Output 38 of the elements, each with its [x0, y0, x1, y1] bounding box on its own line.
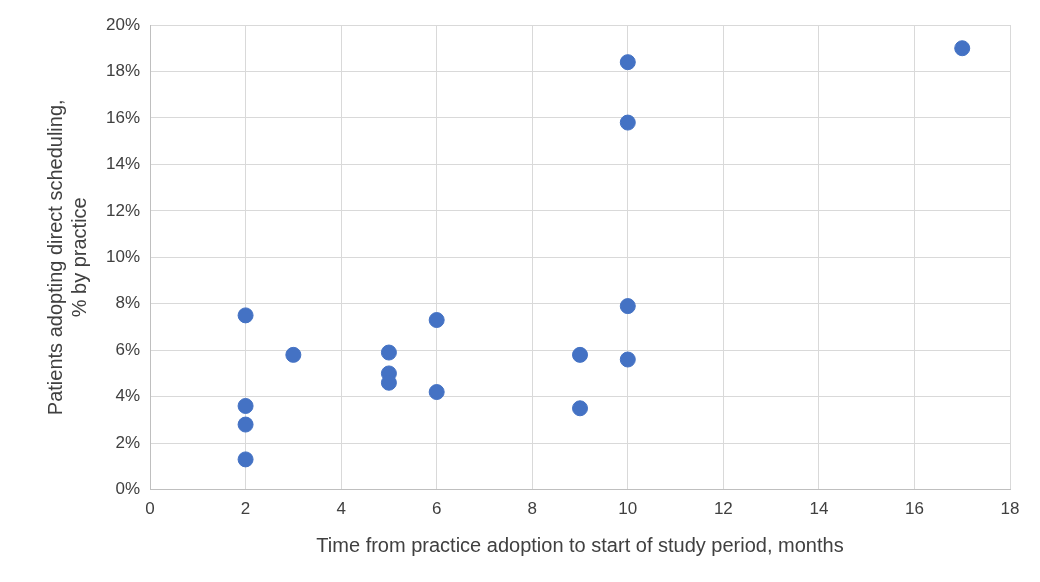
x-tick-label: 0: [145, 499, 155, 519]
x-tick-label: 6: [431, 499, 442, 519]
y-axis-title: Patients adopting direct scheduling, % by practice: [43, 99, 90, 416]
point: [619, 298, 636, 315]
point: [237, 397, 254, 414]
point: [572, 346, 589, 363]
point: [428, 384, 445, 401]
y-tick-label: 10%: [105, 246, 141, 266]
x-tick-label: 4: [336, 499, 346, 519]
x-tick-label: 2: [240, 499, 251, 519]
point: [619, 351, 636, 368]
x-tick-label: 14: [809, 499, 829, 519]
x-tick-label: 10: [618, 499, 638, 519]
point: [619, 114, 636, 131]
x-tick-label: 8: [527, 499, 537, 519]
y-tick-label: 2%: [115, 432, 141, 452]
y-tick-label: 6%: [115, 339, 141, 359]
y-tick-label: 4%: [115, 386, 141, 406]
x-tick-label: 18: [1000, 499, 1020, 519]
point: [572, 400, 589, 417]
y-tick-label: 8%: [115, 293, 141, 313]
y-tick-label: 18%: [105, 61, 141, 81]
x-axis-title: Time from practice adoption to start of study period, months: [316, 533, 844, 556]
point: [237, 307, 254, 324]
point: [285, 346, 302, 363]
point: [954, 40, 971, 57]
point: [619, 54, 636, 71]
point: [237, 416, 254, 433]
point: [237, 451, 254, 468]
point: [428, 312, 445, 329]
y-tick-label: 20%: [105, 14, 141, 34]
y-tick-label: 0%: [115, 479, 141, 499]
y-tick-label: 14%: [105, 154, 141, 174]
y-tick-label: 12%: [105, 200, 141, 220]
x-tick-label: 12: [713, 499, 733, 519]
y-tick-label: 16%: [105, 107, 141, 127]
x-tick-label: 16: [904, 499, 924, 519]
point: [380, 344, 397, 361]
